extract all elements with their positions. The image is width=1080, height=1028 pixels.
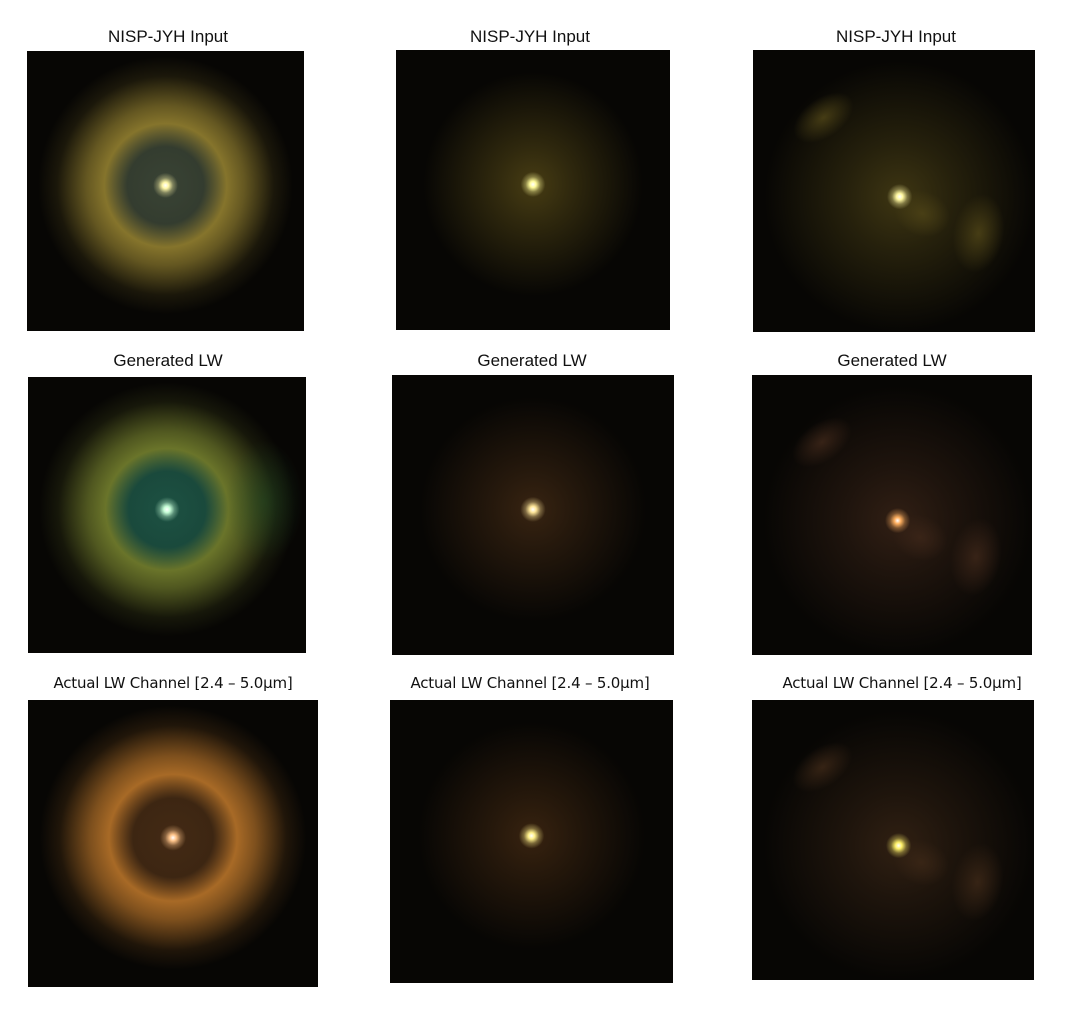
galaxy-image-r3c1 <box>28 700 318 987</box>
panel-title-r1c2: NISP-JYH Input <box>470 27 590 46</box>
galaxy-image-r1c2 <box>396 50 670 330</box>
galaxy-image-r3c3 <box>752 700 1034 980</box>
panel-title-r3c1: Actual LW Channel [2.4 – 5.0μm] <box>53 674 293 692</box>
galaxy-image-r2c1 <box>28 377 306 653</box>
galaxy-image-r1c3 <box>753 50 1035 332</box>
panel-title-r2c1: Generated LW <box>113 351 223 370</box>
panel-title-r3c3: Actual LW Channel [2.4 – 5.0μm] <box>782 674 1022 692</box>
panel-title-r2c3: Generated LW <box>837 351 947 370</box>
galaxy-image-r1c1 <box>27 51 304 331</box>
galaxy-image-r3c2 <box>390 700 673 983</box>
panel-title-r1c1: NISP-JYH Input <box>108 27 228 46</box>
panel-title-r2c2: Generated LW <box>477 351 587 370</box>
galaxy-image-r2c3 <box>752 375 1032 655</box>
panel-title-r1c3: NISP-JYH Input <box>836 27 956 46</box>
panel-title-r3c2: Actual LW Channel [2.4 – 5.0μm] <box>410 674 650 692</box>
galaxy-image-r2c2 <box>392 375 674 655</box>
